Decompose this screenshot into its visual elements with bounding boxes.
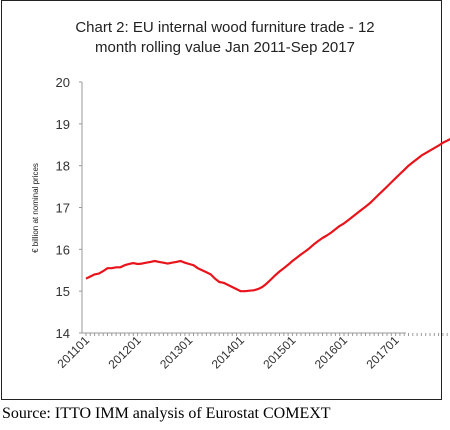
y-tick-label: 20 bbox=[56, 75, 70, 90]
y-tick-label: 17 bbox=[56, 201, 70, 216]
source-note: Source: ITTO IMM analysis of Eurostat CO… bbox=[2, 405, 331, 422]
y-tick-label: 19 bbox=[56, 117, 70, 132]
x-tick-label: 201601 bbox=[312, 333, 350, 371]
x-tick-label: 201201 bbox=[106, 333, 144, 371]
series-line bbox=[85, 138, 450, 293]
chart-title-line-2: month rolling value Jan 2011-Sep 2017 bbox=[95, 39, 355, 56]
x-tick-label: 201401 bbox=[209, 333, 247, 371]
y-tick-label: 16 bbox=[56, 242, 70, 257]
y-tick-label: 15 bbox=[56, 284, 70, 299]
chart-title-line-1: Chart 2: EU internal wood furniture trad… bbox=[75, 19, 375, 36]
chart-title: Chart 2: EU internal wood furniture trad… bbox=[40, 18, 410, 58]
y-tick-label: 18 bbox=[56, 159, 70, 174]
x-tick-label: 201701 bbox=[364, 333, 402, 371]
y-tick-label: 14 bbox=[56, 326, 70, 341]
x-tick-label: 201301 bbox=[157, 333, 195, 371]
x-tick-label: 201501 bbox=[260, 333, 298, 371]
y-axis-label: € billion at nominal prices bbox=[31, 163, 40, 253]
